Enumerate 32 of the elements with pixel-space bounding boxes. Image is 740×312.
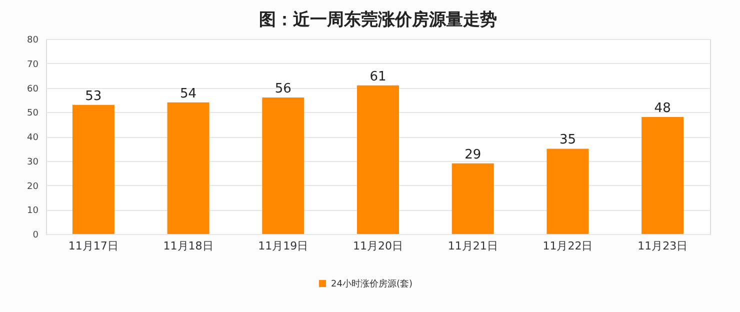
data-label: 35 [559, 132, 576, 148]
y-tick-label: 70 [27, 60, 39, 70]
y-tick-label: 10 [27, 206, 39, 216]
bar [262, 98, 304, 234]
bar [72, 104, 114, 234]
x-tick-label: 11月23日 [638, 240, 688, 252]
x-tick-label: 11月21日 [448, 240, 498, 252]
y-tick-label: 20 [27, 182, 39, 192]
x-tick-label: 11月19日 [258, 240, 308, 252]
data-label: 29 [464, 147, 482, 162]
x-tick-label: 11月17日 [68, 240, 118, 252]
bar [357, 85, 399, 234]
data-label: 53 [85, 88, 102, 104]
bar [546, 148, 589, 234]
bar [167, 102, 210, 234]
y-tick-label: 50 [27, 108, 39, 119]
bar [642, 117, 684, 234]
legend-label: 24小时涨价房源(套) [331, 278, 412, 290]
y-tick-label: 60 [27, 84, 39, 94]
data-label: 54 [180, 86, 197, 102]
x-tick-label: 11月22日 [542, 240, 593, 252]
x-tick-label: 11月20日 [353, 240, 403, 252]
y-tick-label: 30 [27, 157, 39, 168]
y-tick-label: 0 [32, 230, 39, 240]
data-label: 61 [370, 69, 386, 84]
data-label: 48 [654, 101, 671, 116]
chart-title: 图：近一周东莞涨价房源量走势 [259, 10, 497, 30]
y-tick-label: 80 [27, 36, 39, 46]
y-tick-label: 40 [27, 133, 39, 143]
data-label: 56 [274, 82, 292, 96]
bar [452, 163, 494, 234]
x-tick-label: 11月18日 [163, 240, 214, 252]
